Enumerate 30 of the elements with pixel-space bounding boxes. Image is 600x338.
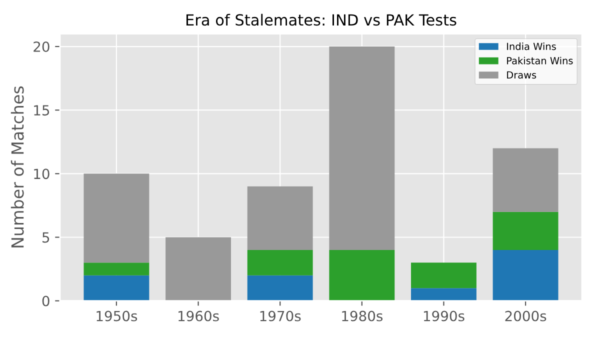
bar — [84, 262, 150, 276]
bar — [84, 275, 150, 301]
y-axis-title: Number of Matches — [10, 86, 24, 248]
bar — [166, 237, 231, 301]
bar — [411, 262, 476, 288]
legend-label: Draws — [507, 71, 536, 79]
chart-title: Era of Stalemates: IND vs PAK Tests — [186, 14, 456, 26]
bar — [84, 174, 150, 263]
bar — [329, 46, 395, 250]
y-tick-label: 10 — [34, 168, 50, 180]
x-tick-label: 1990s — [424, 310, 464, 322]
x-tick-label: 1980s — [342, 310, 383, 322]
bar — [492, 148, 558, 212]
y-tick-label: 5 — [42, 232, 50, 243]
x-tick-label: 2000s — [505, 310, 546, 322]
y-tick-label: 15 — [34, 105, 50, 116]
x-tick-label: 1970s — [260, 310, 301, 322]
y-tick-label: 20 — [34, 41, 50, 52]
bar — [492, 212, 558, 250]
bar — [247, 275, 313, 301]
bar — [329, 250, 395, 301]
legend-label: Pakistan Wins — [507, 56, 573, 64]
bar — [247, 250, 313, 276]
bar — [492, 250, 558, 301]
y-tick-label: 0 — [42, 296, 50, 306]
legend-label: India Wins — [507, 42, 556, 50]
bar — [411, 288, 476, 301]
bar — [247, 186, 313, 250]
x-tick-label: 1960s — [178, 310, 219, 322]
x-tick-label: 1950s — [96, 310, 138, 322]
